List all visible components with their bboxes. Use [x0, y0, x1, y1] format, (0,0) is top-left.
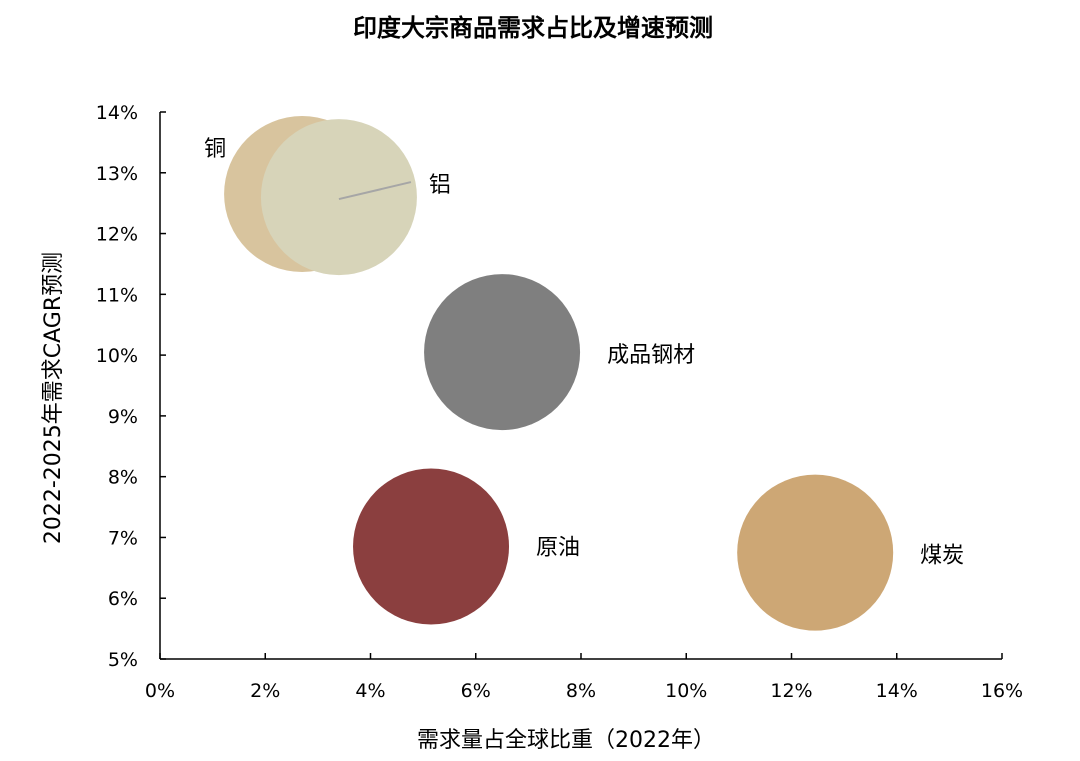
- bubble-2: [260, 119, 417, 276]
- bubble-label-4: 原油: [536, 536, 580, 561]
- x-tick-label: 12%: [770, 680, 812, 702]
- y-tick-label: 7%: [108, 527, 138, 549]
- y-axis-label: 2022-2025年需求CAGR预测: [41, 252, 66, 544]
- y-tick-label: 12%: [96, 224, 138, 246]
- y-tick-label: 14%: [96, 102, 138, 124]
- x-tick-label: 14%: [876, 680, 918, 702]
- y-tick-label: 10%: [96, 345, 138, 367]
- chart-title: 印度大宗商品需求占比及增速预测: [353, 14, 713, 42]
- x-tick-label: 0%: [145, 680, 175, 702]
- y-tick-label: 13%: [96, 163, 138, 185]
- x-tick-label: 8%: [566, 680, 596, 702]
- bubble-5: [737, 474, 894, 631]
- y-tick-label: 8%: [108, 467, 138, 489]
- y-ticks: 5% 6% 7% 8% 9% 10% 11% 12% 13% 14%: [96, 102, 166, 671]
- y-tick-label: 11%: [96, 284, 138, 306]
- y-tick-label: 6%: [108, 588, 138, 610]
- y-tick-label: 9%: [108, 406, 138, 428]
- y-tick-label: 5%: [108, 649, 138, 671]
- x-axis-label: 需求量占全球比重（2022年）: [417, 728, 715, 753]
- x-tick-label: 2%: [250, 680, 280, 702]
- x-tick-label: 4%: [355, 680, 385, 702]
- label-leader-line: [338, 181, 412, 201]
- bubble-label-3: 成品钢材: [607, 343, 695, 368]
- bubble-4: [353, 468, 510, 625]
- bubble-label-2: 铝: [429, 173, 451, 198]
- bubble-3: [424, 274, 581, 431]
- x-tick-label: 16%: [981, 680, 1023, 702]
- x-tick-label: 6%: [461, 680, 491, 702]
- x-tick-label: 10%: [665, 680, 707, 702]
- x-ticks: 0% 2% 4% 6% 8% 10% 12% 14% 16%: [145, 653, 1023, 702]
- bubbles: [224, 116, 894, 631]
- bubble-label-1: 铜: [204, 137, 226, 162]
- bubble-label-5: 煤炭: [920, 544, 964, 569]
